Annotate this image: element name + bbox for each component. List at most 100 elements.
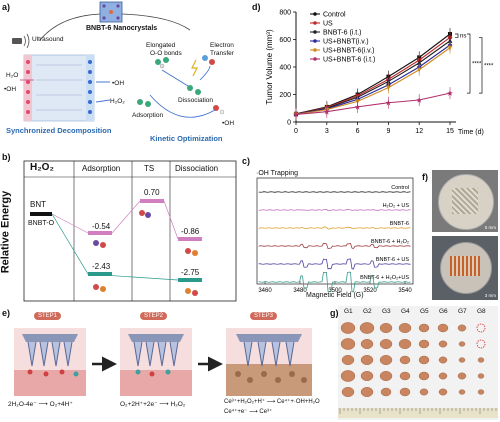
adsorption-label: Adsorption [132, 112, 164, 119]
epr-trace-label: Control [391, 185, 409, 191]
oo-bonds-label: O-O bonds [150, 50, 182, 57]
data-point [447, 45, 453, 51]
col-ts: TS [144, 164, 155, 173]
tumor-sample [438, 388, 448, 396]
group-label: G4 [401, 308, 410, 315]
y-tick-label: 800 [279, 10, 291, 17]
tumor-sample [437, 323, 449, 333]
ultrasound-label: Ultrasound [32, 36, 64, 43]
group-label: G5 [420, 308, 429, 315]
legend-marker [313, 39, 317, 43]
group-label: G8 [477, 308, 486, 315]
tumor-sample [477, 389, 485, 395]
absent-tumor-marker [476, 323, 486, 333]
ruler [338, 408, 498, 418]
series-line [295, 92, 451, 115]
significance-bracket [455, 33, 459, 38]
series-line [295, 33, 451, 115]
tumor-sample [418, 355, 430, 365]
eq-step1: 2H₂O-4e⁻ ⟶ O₂+4H⁺ [8, 401, 73, 408]
panel-a-illustration [12, 1, 225, 122]
tumor-sample [457, 324, 467, 332]
device-photo-2: 3 mm [432, 236, 498, 300]
epr-trace-label: BNBT-6 + H₂O₂ [371, 239, 409, 245]
tumor-sample [418, 339, 430, 349]
legend-label: US [323, 21, 333, 28]
scale-3mm: 3 mm [484, 293, 496, 298]
bnbt-label: BNBT-O [28, 220, 55, 227]
legend-marker [313, 48, 317, 52]
scale-5mm: 5 mm [484, 225, 496, 230]
epr-trace-label: BNBT-6 + US [376, 257, 409, 263]
legend-label: Control [323, 12, 346, 19]
val-bnt-dis: -0.86 [181, 227, 200, 236]
transfer-label: Transfer [210, 50, 234, 57]
data-point [293, 111, 299, 118]
panel-b-label: b) [2, 152, 11, 162]
y-tick-label: 400 [279, 65, 291, 72]
oh-right-label: •OH [112, 80, 125, 87]
panel-c-label: c) [242, 156, 251, 166]
x-tick-label: 0 [294, 128, 298, 135]
tumor-sample [399, 387, 411, 397]
tumor-sample [398, 322, 412, 334]
series-line [295, 40, 451, 115]
panel-f-label: f) [422, 172, 428, 182]
y-axis-label: Tumor Volume (mm³) [265, 29, 274, 105]
group-label: G2 [363, 308, 372, 315]
device-photo-1: 5 mm [432, 170, 498, 232]
tumor-sample [379, 322, 393, 334]
data-point [416, 67, 422, 73]
tumor-sample [438, 340, 448, 348]
tumor-sample [379, 355, 393, 366]
panel-a-label: a) [2, 2, 11, 12]
tumor-sample [340, 370, 356, 382]
tumor-volume-chart: 0 200 400 600 800 0 3 6 9 12 15 Time (d) Tumor Volum… [265, 10, 494, 137]
nanocrystal-cluster [99, 1, 123, 23]
step2-badge: STEP2 [140, 312, 168, 320]
ultrasound-icon [12, 33, 30, 49]
tumor-sample [438, 372, 448, 380]
tumor-sample [379, 371, 393, 382]
legend-marker [313, 30, 317, 34]
tumor-sample [398, 339, 412, 350]
legend-label: BNBT-6 (i.t.) [323, 30, 362, 37]
step3-badge: STEP3 [250, 312, 278, 320]
y-tick-label: 200 [279, 92, 291, 99]
tumor-sample [418, 371, 430, 381]
step1-panel [14, 328, 86, 396]
tumor-sample [359, 322, 375, 334]
val-ts: 0.70 [144, 188, 160, 197]
data-point [416, 97, 422, 103]
h2o2-label: H₂O₂ [110, 98, 125, 105]
tumor-sample [457, 372, 467, 380]
tumor-sample [458, 389, 466, 395]
panel-g-label: g) [330, 308, 339, 318]
col-adsorption: Adsorption [82, 164, 121, 173]
tumor-sample [399, 355, 411, 365]
data-point [354, 104, 361, 110]
legend-label: US+BNBT-6(i.v.) [323, 48, 374, 55]
epr-tick-label: 3480 [293, 288, 307, 294]
tumor-sample [399, 371, 411, 381]
epr-trace [258, 208, 411, 212]
nanocrystals-label: BNBT-6 Nanocrystals [86, 25, 158, 32]
tumor-sample [458, 341, 466, 347]
epr-trace [258, 242, 411, 250]
val-bnt-ads: -0.54 [92, 222, 111, 231]
tumor-sample [340, 338, 356, 350]
tumor-photo: G1 G2 G3 G4 G5 G6 G7 G8 [338, 306, 498, 420]
step1-badge: STEP1 [34, 312, 62, 320]
step3-panel [226, 328, 312, 396]
x-axis-label: Time (d) [458, 129, 484, 136]
significance-label: **** [484, 63, 494, 69]
y-tick-label: 600 [279, 37, 291, 44]
tumor-sample [360, 339, 374, 350]
epr-trace [258, 271, 411, 293]
data-point [385, 99, 392, 106]
group-label: G6 [439, 308, 448, 315]
epr-trace-label: H₂O₂ + US [383, 203, 410, 209]
h2o-label: H₂O [6, 72, 19, 79]
legend-label: US+BNBT(i.v.) [323, 39, 369, 46]
group-label: G1 [344, 308, 353, 315]
